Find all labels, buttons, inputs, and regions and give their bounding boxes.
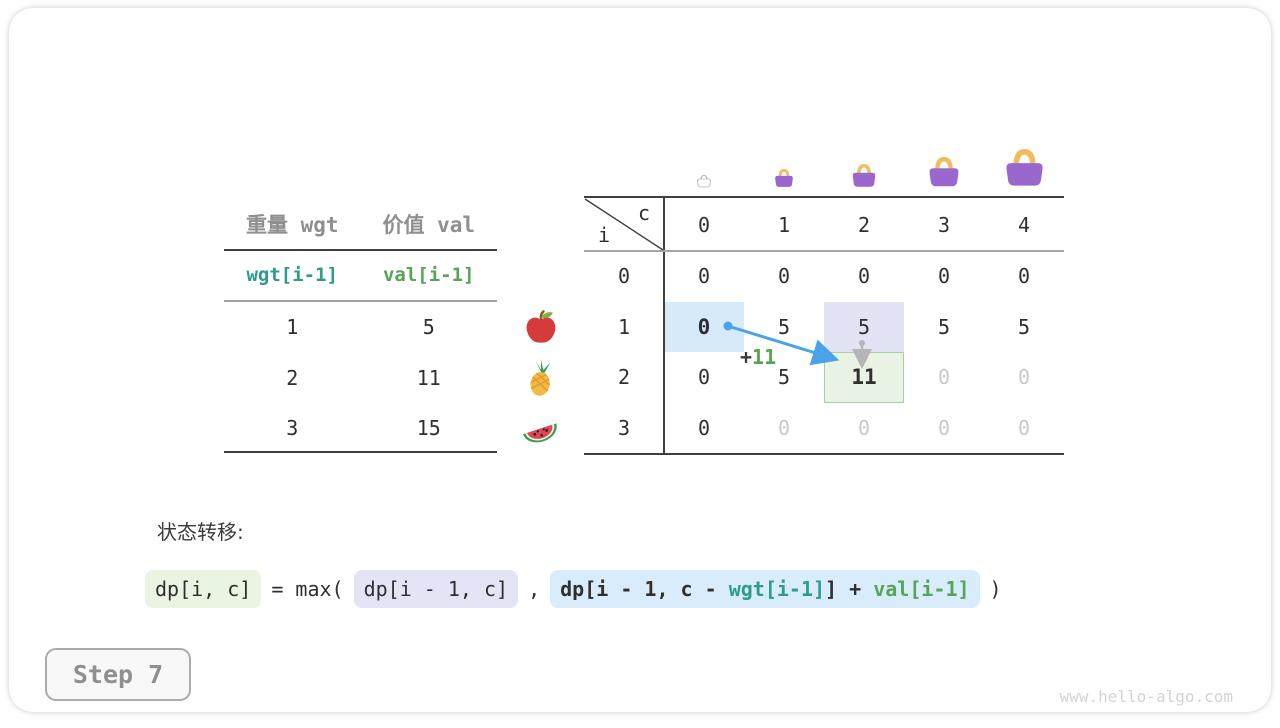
dp-cell: 0 bbox=[697, 264, 711, 289]
watermelon-icon bbox=[520, 410, 558, 448]
weight-column-header: 重量 wgt bbox=[245, 212, 339, 237]
bag-large-icon bbox=[904, 128, 984, 192]
item1-value: 5 bbox=[422, 314, 435, 339]
dp-cell: 0 bbox=[937, 264, 951, 289]
table-row: 1 5 bbox=[224, 301, 497, 352]
wgt-index-label: wgt[i-1] bbox=[246, 264, 338, 286]
dp-cell: 5 bbox=[1017, 314, 1031, 339]
items-table: 重量 wgt 价值 val wgt[i-1] val[i-1] 1 5 2 11… bbox=[224, 198, 497, 453]
dp-table: c i 0 1 2 3 4 0 0 0 0 0 0 1 0 5 5 5 5 2 … bbox=[584, 196, 1064, 455]
row-variable-label: i bbox=[598, 223, 611, 247]
bag-empty-icon bbox=[664, 128, 744, 192]
item2-weight: 2 bbox=[286, 365, 299, 390]
transition-formula: dp[i, c] = max( dp[i - 1, c] , dp[i - 1,… bbox=[145, 570, 1002, 608]
gain-value: 11 bbox=[752, 345, 777, 369]
dp-cell: 5 bbox=[937, 314, 951, 339]
formula-close-paren: ) bbox=[989, 577, 1002, 601]
col-header: 4 bbox=[1017, 212, 1031, 237]
arg2-val-term: val[i-1] bbox=[873, 577, 970, 601]
dp-cell: 0 bbox=[857, 264, 871, 289]
item2-value: 11 bbox=[416, 365, 441, 390]
slide-card: 重量 wgt 价值 val wgt[i-1] val[i-1] 1 5 2 11… bbox=[9, 8, 1271, 712]
items-table-header: 重量 wgt 价值 val bbox=[224, 198, 497, 249]
formula-arg2-box: dp[i - 1, c - wgt[i-1]] + val[i-1] bbox=[550, 570, 980, 608]
col-header: 2 bbox=[857, 212, 871, 237]
col-header: 0 bbox=[697, 212, 711, 237]
item3-weight: 3 bbox=[286, 416, 299, 440]
dp-cell: 0 bbox=[697, 365, 711, 390]
item3-value: 15 bbox=[416, 416, 441, 440]
plus-sign: + bbox=[740, 345, 753, 369]
dp-corner-cell: c i bbox=[584, 198, 664, 251]
gain-annotation: +11 bbox=[740, 345, 776, 369]
state-transition-label: 状态转移: bbox=[157, 520, 244, 544]
bag-small-icon bbox=[744, 128, 824, 192]
val-index-label: val[i-1] bbox=[382, 264, 475, 286]
col-variable-label: c bbox=[637, 201, 650, 225]
dp-cell-pending: 0 bbox=[937, 415, 951, 440]
dp-cell-pending: 0 bbox=[777, 415, 791, 440]
dp-cell-source-highlighted: 0 bbox=[664, 301, 744, 352]
dp-cell-current-highlighted: 11 bbox=[824, 352, 904, 403]
arg2-wgt-term: wgt[i-1] bbox=[728, 577, 826, 601]
divider bbox=[584, 250, 1064, 252]
bag-medium-icon bbox=[824, 128, 904, 192]
formula-eq-max: = max( bbox=[271, 577, 344, 601]
formula-lhs-box: dp[i, c] bbox=[145, 570, 262, 608]
row-header: 2 bbox=[617, 365, 631, 390]
table-row: 3 15 bbox=[224, 403, 497, 453]
value-column-header: 价值 val bbox=[382, 212, 476, 237]
divider bbox=[224, 249, 497, 251]
formula-comma: , bbox=[528, 577, 541, 601]
dp-cell-above-highlighted: 5 bbox=[824, 301, 904, 352]
divider bbox=[224, 300, 497, 302]
dp-cell-pending: 0 bbox=[1017, 365, 1031, 390]
arg2-prefix: dp[i - 1, c - bbox=[560, 577, 729, 601]
divider bbox=[224, 451, 497, 453]
col-header: 3 bbox=[937, 212, 951, 237]
item1-weight: 1 bbox=[286, 314, 299, 339]
watermark: www.hello-algo.com bbox=[1059, 687, 1233, 706]
pineapple-icon bbox=[522, 359, 560, 397]
dp-cell-pending: 0 bbox=[937, 365, 951, 390]
step-label: Step 7 bbox=[72, 660, 164, 689]
diagonal-divider bbox=[584, 198, 664, 251]
dp-cell: 0 bbox=[777, 264, 791, 289]
dp-cell-pending: 0 bbox=[1017, 415, 1031, 440]
row-header: 0 bbox=[617, 264, 631, 289]
step-badge: Step 7 bbox=[45, 648, 191, 701]
items-table-index-row: wgt[i-1] val[i-1] bbox=[224, 250, 497, 300]
dp-cell-pending: 0 bbox=[857, 415, 871, 440]
apple-icon bbox=[522, 308, 560, 346]
bag-slot-empty bbox=[584, 128, 664, 192]
divider bbox=[663, 198, 665, 453]
arg2-mid: ] + bbox=[825, 577, 874, 601]
capacity-bags-row bbox=[584, 128, 1064, 192]
row-header: 3 bbox=[617, 415, 631, 440]
table-row: 2 11 bbox=[224, 352, 497, 403]
formula-arg1-box: dp[i - 1, c] bbox=[353, 570, 519, 608]
row-header: 1 bbox=[617, 314, 631, 339]
dp-cell: 0 bbox=[697, 415, 711, 440]
dp-cell: 0 bbox=[1017, 264, 1031, 289]
dp-cell: 5 bbox=[777, 365, 791, 390]
col-header: 1 bbox=[777, 212, 791, 237]
bag-xlarge-icon bbox=[984, 128, 1064, 192]
